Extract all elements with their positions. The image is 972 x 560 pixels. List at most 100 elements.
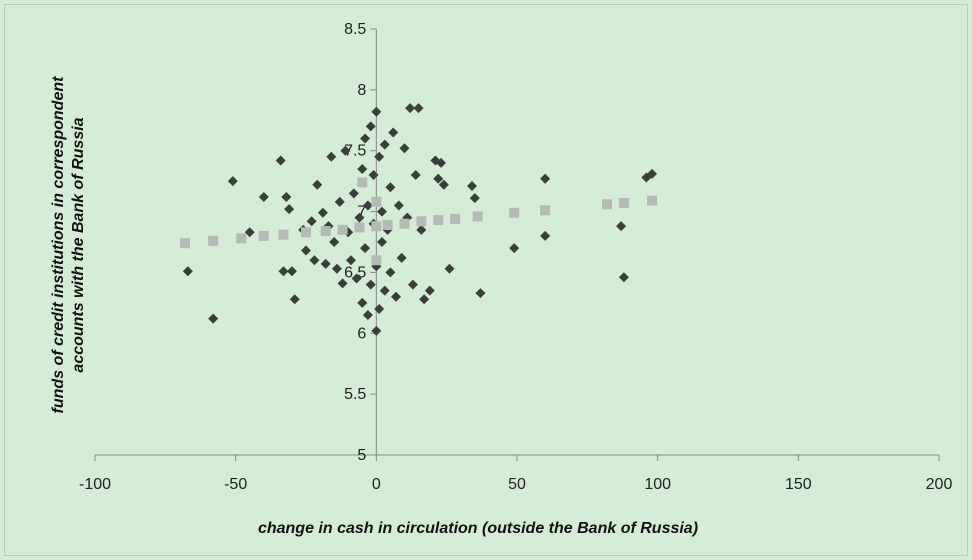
observed-point — [357, 163, 368, 174]
observed-point — [374, 303, 385, 314]
observed-point — [371, 106, 382, 117]
observed-point — [540, 173, 551, 184]
observed-point — [244, 227, 255, 238]
observed-point — [376, 206, 387, 217]
x-tick-label: 0 — [372, 476, 381, 493]
observed-point — [410, 170, 421, 181]
observed-point — [278, 266, 289, 277]
fitted-point — [450, 213, 461, 224]
observed-point — [647, 168, 658, 179]
x-axis: -100 -50 0 50 100 150 200 — [79, 454, 952, 493]
fitted-point — [540, 205, 551, 216]
observed-point — [371, 325, 382, 336]
observed-point — [399, 143, 410, 154]
observed-point — [475, 288, 486, 299]
observed-point — [326, 151, 337, 162]
scatter-chart: -100 -50 0 50 100 150 200 5 5.5 6 6.5 7 7.5 8 8.5 cha… — [50, 21, 952, 537]
observed-point — [284, 204, 295, 215]
fitted-point — [433, 215, 444, 226]
observed-point — [362, 310, 373, 321]
observed-point — [433, 173, 444, 184]
observed-point — [469, 193, 480, 204]
observed-point — [227, 176, 238, 187]
y-tick-label: 7.5 — [344, 143, 366, 160]
fitted-point — [278, 229, 289, 240]
observed-point — [365, 279, 376, 290]
observed-point — [346, 255, 357, 266]
fitted-point — [509, 207, 520, 218]
observed-point — [444, 263, 455, 274]
observed-point — [275, 155, 286, 166]
observed-point — [385, 182, 396, 193]
observed-point — [348, 188, 359, 199]
observed-point — [360, 243, 371, 254]
x-tick-label: 50 — [508, 476, 526, 493]
observed-point — [331, 263, 342, 274]
observed-point — [351, 273, 362, 284]
observed-point — [376, 237, 387, 247]
observed-point — [385, 267, 396, 278]
fitted-point — [354, 222, 365, 233]
observed-point — [436, 157, 447, 168]
observed-point — [379, 285, 390, 296]
observed-point — [312, 179, 323, 190]
observed-point — [424, 285, 435, 296]
fitted-point — [618, 198, 629, 209]
x-tick-label: -100 — [79, 476, 111, 493]
x-axis-title: change in cash in circulation (outside t… — [258, 520, 698, 537]
x-tick-label: 150 — [785, 476, 812, 493]
observed-point — [337, 278, 348, 289]
x-tick-label: 100 — [644, 476, 671, 493]
observed-point — [281, 191, 292, 202]
observed-point — [320, 258, 331, 269]
observed-point — [396, 252, 407, 263]
observed-point — [309, 255, 320, 266]
y-tick-label: 8.5 — [344, 21, 366, 38]
chart-frame: -100 -50 0 50 100 150 200 5 5.5 6 6.5 7 7.5 8 8.5 cha… — [4, 4, 968, 556]
observed-point — [289, 294, 300, 305]
observed-point — [286, 266, 297, 277]
fitted-point — [357, 177, 368, 188]
y-axis-title: funds of credit institutions in correspo… — [50, 76, 87, 414]
observed-point — [334, 196, 345, 207]
fitted-point — [416, 216, 427, 227]
fitted-point — [399, 218, 410, 229]
observed-point — [182, 266, 193, 277]
observed-point — [357, 297, 368, 308]
observed-point — [540, 230, 551, 241]
fitted-point — [602, 199, 613, 210]
fitted-point — [320, 226, 331, 237]
fitted-point — [647, 195, 658, 206]
observed-point — [391, 291, 402, 302]
observed-point — [306, 216, 317, 227]
fitted-point — [371, 255, 382, 266]
observed-point — [301, 245, 311, 256]
observed-point — [208, 313, 219, 324]
y-tick-label: 5.5 — [344, 386, 366, 403]
observed-point — [405, 103, 416, 114]
observed-point — [388, 127, 399, 138]
y-tick-label: 6 — [357, 325, 366, 342]
observed-point — [618, 272, 629, 283]
observed-point — [616, 221, 627, 232]
observed-point — [393, 200, 404, 211]
observed-point — [374, 151, 385, 162]
observed-point — [466, 181, 477, 192]
observed-point — [329, 237, 340, 247]
fitted-point — [236, 233, 247, 244]
fitted-point — [371, 221, 382, 232]
observed-point — [365, 121, 376, 132]
observed-point — [360, 133, 371, 144]
observed-point — [438, 179, 449, 190]
observed-point — [258, 191, 269, 202]
observed-point — [413, 103, 424, 114]
observed-point — [419, 294, 430, 305]
x-tick-label: -50 — [224, 476, 247, 493]
fitted-point — [301, 227, 311, 238]
fitted-point — [337, 224, 348, 235]
y-axis: 5 5.5 6 6.5 7 7.5 8 8.5 — [344, 21, 377, 464]
observed-series — [182, 103, 658, 336]
observed-point — [416, 224, 427, 235]
y-tick-label: 7 — [357, 204, 366, 221]
fitted-point — [371, 196, 382, 207]
